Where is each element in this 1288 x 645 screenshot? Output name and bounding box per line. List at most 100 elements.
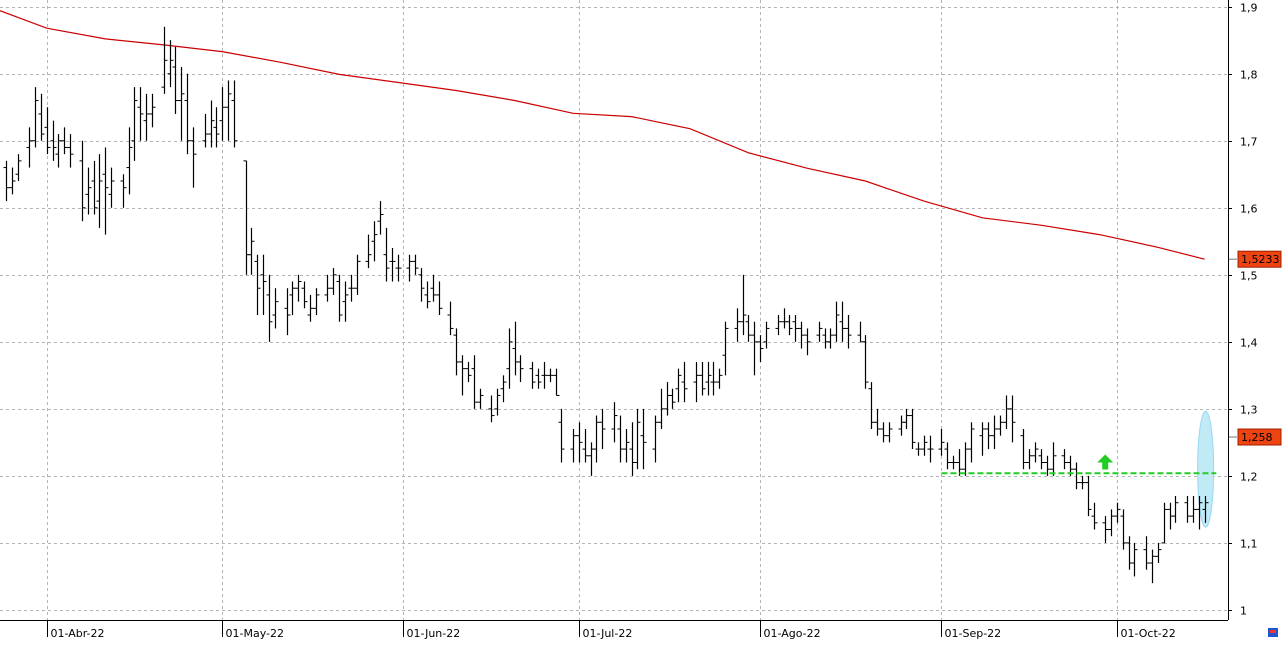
ohlc-bar bbox=[96, 154, 103, 228]
y-tick-label: 1,1 bbox=[1240, 538, 1258, 551]
ohlc-bar bbox=[1050, 442, 1057, 476]
ohlc-bar bbox=[745, 315, 752, 342]
ohlc-bar bbox=[1172, 496, 1179, 523]
ohlc-bar bbox=[1143, 536, 1150, 570]
ohlc-bar bbox=[979, 422, 986, 456]
ohlc-bar bbox=[997, 415, 1004, 436]
ohlc-bar bbox=[301, 281, 308, 309]
ohlc-bar bbox=[798, 321, 805, 349]
y-tick-label: 1,6 bbox=[1240, 203, 1258, 216]
ohlc-bar bbox=[921, 435, 928, 456]
ohlc-bar bbox=[494, 388, 501, 416]
ohlc-bar bbox=[307, 294, 314, 322]
ohlc-bar bbox=[535, 368, 542, 389]
ohlc-bar bbox=[365, 234, 372, 269]
y-tick-label: 1,4 bbox=[1240, 337, 1258, 350]
ohlc-bar bbox=[284, 288, 291, 336]
ohlc-bar bbox=[15, 154, 22, 181]
ohlc-bar bbox=[675, 368, 682, 403]
ohlc-bar bbox=[272, 288, 279, 329]
ohlc-bar bbox=[1044, 455, 1051, 476]
ohlc-bar bbox=[576, 422, 583, 463]
ohlc-bar bbox=[389, 248, 396, 282]
ohlc-bar bbox=[1073, 462, 1080, 490]
ohlc-bar bbox=[658, 388, 665, 429]
y-tick-label: 1 bbox=[1240, 605, 1247, 618]
ohlc-bar bbox=[131, 87, 138, 161]
ohlc-bar bbox=[1155, 542, 1162, 564]
ohlc-bar bbox=[669, 388, 676, 409]
corner-logo-icon bbox=[1268, 628, 1278, 637]
ohlc-bar bbox=[903, 408, 910, 429]
ohlc-bar bbox=[137, 87, 144, 141]
ohlc-bar bbox=[67, 134, 74, 168]
ohlc-bar bbox=[763, 321, 770, 349]
ohlc-bar bbox=[558, 408, 565, 463]
ohlc-bar bbox=[1003, 395, 1010, 429]
ohlc-bar bbox=[91, 160, 98, 215]
ohlc-bar bbox=[1149, 549, 1156, 584]
ohlc-bar bbox=[254, 254, 261, 316]
ohlc-bar bbox=[868, 382, 875, 429]
ohlc-bar bbox=[471, 355, 478, 409]
ohlc-bar bbox=[44, 107, 51, 155]
ohlc-bar bbox=[553, 368, 560, 396]
ohlc-bar bbox=[436, 281, 443, 316]
ohlc-bar bbox=[395, 254, 402, 282]
highlight-layer bbox=[1197, 410, 1215, 528]
ohlc-bar bbox=[699, 361, 706, 396]
annotations bbox=[941, 454, 1217, 475]
ohlc-bar bbox=[336, 274, 343, 322]
ohlc-bar bbox=[1161, 502, 1168, 544]
ohlc-bar bbox=[219, 87, 226, 141]
ohlc-bar bbox=[1020, 428, 1027, 470]
ohlc-bar bbox=[248, 227, 255, 275]
ohlc-bar bbox=[213, 107, 220, 148]
ohlc-bar bbox=[61, 127, 68, 155]
ohlc-bar bbox=[968, 422, 975, 463]
x-tick-label: 01-Sep-22 bbox=[945, 627, 1002, 640]
ohlc-bar bbox=[231, 80, 238, 148]
ohlc-bar bbox=[938, 428, 945, 456]
ohlc-bar bbox=[927, 435, 934, 463]
ohlc-bar bbox=[330, 268, 337, 295]
ohlc-bar bbox=[880, 422, 887, 443]
ohlc-bar bbox=[845, 315, 852, 349]
ohlc-bar bbox=[751, 321, 758, 376]
ohlc-bar bbox=[886, 422, 893, 443]
ohlc-bar bbox=[430, 274, 437, 302]
ohlc-bar bbox=[716, 368, 723, 389]
ohlc-bar bbox=[757, 335, 764, 362]
ohlc-bar bbox=[465, 361, 472, 383]
ohlc-bar bbox=[541, 361, 548, 389]
ohlc-bar bbox=[348, 274, 355, 302]
ohlc-bar bbox=[26, 127, 33, 168]
ohlc-bar bbox=[412, 254, 419, 275]
ohlc-bar bbox=[593, 415, 600, 463]
ohlc-bar bbox=[570, 428, 577, 463]
ohlc-bar bbox=[447, 301, 454, 336]
ohlc-bar bbox=[167, 40, 174, 88]
ohlc-bar bbox=[985, 422, 992, 450]
ohlc-bar bbox=[944, 442, 951, 470]
ohlc-bar bbox=[418, 268, 425, 302]
ohlc-bar bbox=[108, 167, 115, 208]
ohlc-bar bbox=[599, 408, 606, 450]
ohlc-bar bbox=[547, 368, 554, 383]
ohlc-bar bbox=[172, 46, 179, 114]
ohlc-bar bbox=[32, 87, 39, 148]
ohlc-bar bbox=[342, 281, 349, 322]
ohlc-bar bbox=[1032, 442, 1039, 463]
ohlc-bar bbox=[740, 274, 747, 336]
ohlc-bar bbox=[617, 415, 624, 463]
ohlc-bar bbox=[804, 328, 811, 356]
ohlc-bar bbox=[839, 301, 846, 342]
x-axis: 01-Abr-22 01-May-22 01-Jun-22 01-Jul-22 01-A… bbox=[47, 620, 1176, 640]
ohlc-bar bbox=[1009, 395, 1016, 443]
ohlc-bar bbox=[453, 328, 460, 376]
ohlc-bar bbox=[582, 428, 589, 463]
ohlc-bar bbox=[833, 301, 840, 342]
ohlc-bar bbox=[1102, 516, 1109, 543]
